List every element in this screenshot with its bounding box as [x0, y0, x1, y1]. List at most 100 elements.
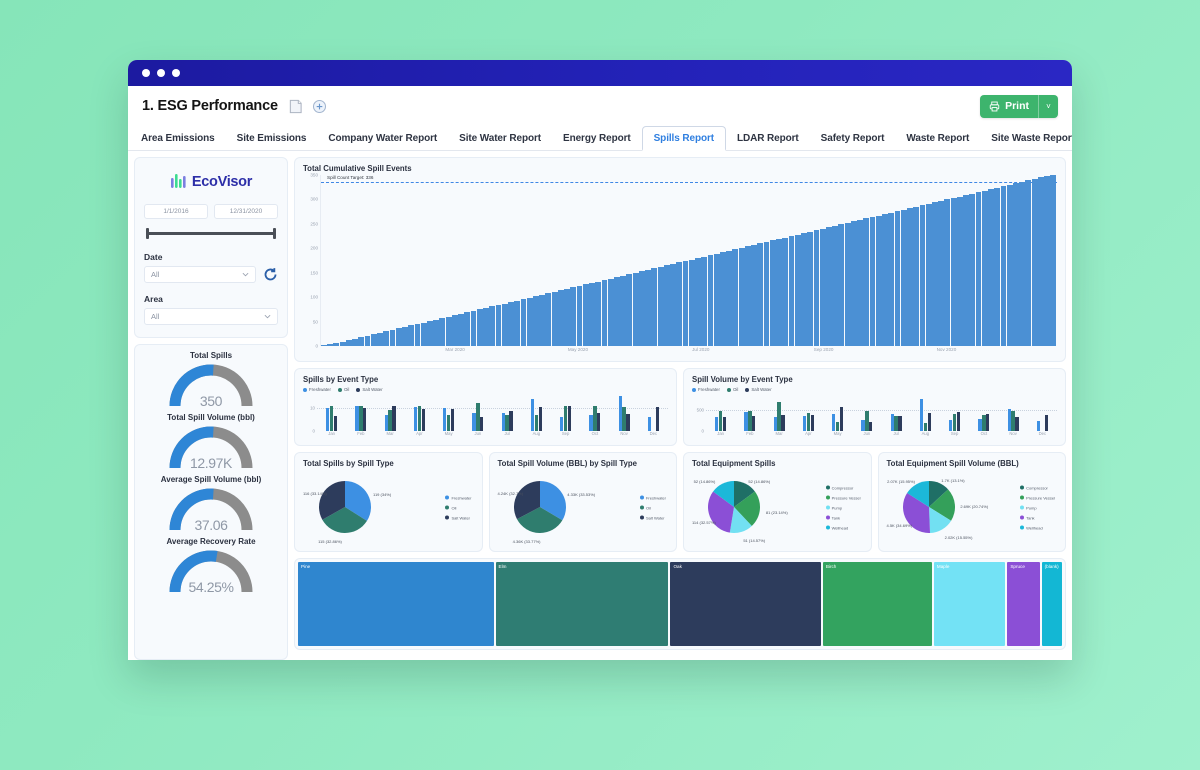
window-dot-1[interactable]: [142, 69, 150, 77]
cum-bar[interactable]: [938, 200, 945, 346]
legend-item[interactable]: Oil: [445, 505, 471, 510]
bar[interactable]: [748, 410, 752, 431]
bar[interactable]: [781, 414, 785, 431]
cum-bar[interactable]: [1006, 184, 1013, 346]
cum-bar[interactable]: [327, 344, 334, 346]
cum-bar[interactable]: [508, 302, 514, 346]
refresh-icon[interactable]: [263, 267, 278, 282]
tab-site-waste-report[interactable]: Site Waste Report: [991, 132, 1072, 144]
bar[interactable]: [655, 406, 659, 431]
bar[interactable]: [597, 412, 601, 431]
bar[interactable]: [530, 398, 535, 431]
bar[interactable]: [329, 405, 334, 431]
cum-bar[interactable]: [981, 190, 988, 346]
cum-bar[interactable]: [850, 221, 857, 346]
cum-bar[interactable]: [701, 256, 708, 346]
tab-site-emissions[interactable]: Site Emissions: [236, 132, 307, 144]
cum-bar[interactable]: [582, 284, 589, 346]
bar[interactable]: [952, 414, 957, 431]
bar-group[interactable]: [610, 394, 639, 431]
bar[interactable]: [560, 417, 564, 431]
cum-bar[interactable]: [420, 322, 427, 346]
bar-group[interactable]: [940, 394, 969, 431]
cumulative-bars[interactable]: [321, 175, 1057, 346]
bar-group[interactable]: [317, 394, 346, 431]
bar-group[interactable]: [765, 394, 794, 431]
date-filter-select[interactable]: All: [144, 266, 256, 283]
bar[interactable]: [326, 407, 330, 431]
window-dot-2[interactable]: [157, 69, 165, 77]
cum-bar[interactable]: [483, 307, 489, 346]
cum-bar[interactable]: [458, 313, 464, 346]
cum-bar[interactable]: [614, 277, 620, 346]
report-tabbar[interactable]: Area Emissions Site Emissions Company Wate…: [128, 126, 1072, 151]
cum-bar[interactable]: [564, 288, 570, 346]
pie-svg[interactable]: [506, 475, 576, 541]
bar[interactable]: [722, 416, 727, 431]
bar[interactable]: [894, 415, 898, 431]
cum-bar[interactable]: [894, 211, 901, 346]
cum-bar[interactable]: [651, 268, 658, 346]
bar-group[interactable]: [911, 394, 940, 431]
tab-safety-report[interactable]: Safety Report: [820, 132, 885, 144]
cum-bar[interactable]: [557, 290, 564, 346]
cum-bar[interactable]: [813, 230, 820, 346]
bar-group[interactable]: [823, 394, 852, 431]
cum-bar[interactable]: [570, 287, 577, 346]
cum-bar[interactable]: [676, 262, 683, 346]
cum-bar[interactable]: [414, 324, 421, 346]
cum-bar[interactable]: [801, 233, 807, 346]
cum-bar[interactable]: [1031, 178, 1038, 346]
cum-bar[interactable]: [788, 236, 795, 346]
bar-group[interactable]: [376, 394, 405, 431]
bar-group[interactable]: [794, 394, 823, 431]
cum-bar[interactable]: [994, 187, 1001, 346]
legend-item[interactable]: Salt Water: [445, 515, 471, 520]
bar[interactable]: [359, 405, 363, 431]
cum-bar[interactable]: [863, 218, 870, 346]
bar[interactable]: [923, 422, 928, 431]
bar-group[interactable]: [882, 394, 911, 431]
legend-item[interactable]: Wellhead: [825, 525, 861, 530]
legend-item[interactable]: Pump: [1020, 505, 1055, 510]
cum-bar[interactable]: [532, 296, 539, 346]
legend-item[interactable]: Freshwater: [639, 495, 666, 500]
bar-group[interactable]: [852, 394, 881, 431]
cum-bar[interactable]: [645, 269, 652, 346]
legend-item[interactable]: Compressor: [1020, 485, 1055, 490]
bar[interactable]: [501, 412, 505, 431]
print-button[interactable]: Print ˅: [980, 94, 1058, 118]
bar-group[interactable]: [551, 394, 580, 431]
legend-item[interactable]: Wellhead: [1020, 525, 1055, 530]
cum-bar[interactable]: [632, 272, 639, 346]
bar-group[interactable]: [580, 394, 609, 431]
bar-group[interactable]: [522, 394, 551, 431]
cum-bar[interactable]: [907, 208, 913, 346]
bar[interactable]: [919, 398, 924, 431]
cum-bar[interactable]: [321, 345, 327, 346]
print-dropdown-caret[interactable]: ˅: [1038, 94, 1058, 118]
bar[interactable]: [647, 417, 652, 431]
bar[interactable]: [392, 405, 396, 431]
bar-group[interactable]: [434, 394, 463, 431]
cum-bar[interactable]: [713, 253, 720, 346]
cum-bar[interactable]: [956, 196, 963, 346]
bar-group[interactable]: [706, 394, 735, 431]
cum-bar[interactable]: [882, 214, 888, 346]
cum-bar[interactable]: [819, 228, 826, 346]
bar[interactable]: [413, 406, 418, 431]
treemap-tile[interactable]: Spruce: [1007, 562, 1040, 646]
cum-bar[interactable]: [776, 239, 782, 346]
bar[interactable]: [986, 414, 990, 431]
cum-bar[interactable]: [1050, 175, 1057, 346]
area-filter-select[interactable]: All: [144, 308, 278, 325]
cum-bar[interactable]: [663, 265, 670, 346]
cum-bar[interactable]: [408, 325, 415, 346]
pie-chart-equipment-spills[interactable]: 52 (14.86%) 81 (23.14%) 51 (14.57%) 114 (32…: [692, 470, 863, 545]
cum-bar[interactable]: [339, 341, 346, 346]
cum-bar[interactable]: [963, 195, 969, 346]
bar[interactable]: [898, 416, 902, 431]
cum-bar[interactable]: [657, 266, 664, 346]
legend-item[interactable]: Tank: [1020, 515, 1055, 520]
slider-handle-left[interactable]: [146, 228, 149, 239]
